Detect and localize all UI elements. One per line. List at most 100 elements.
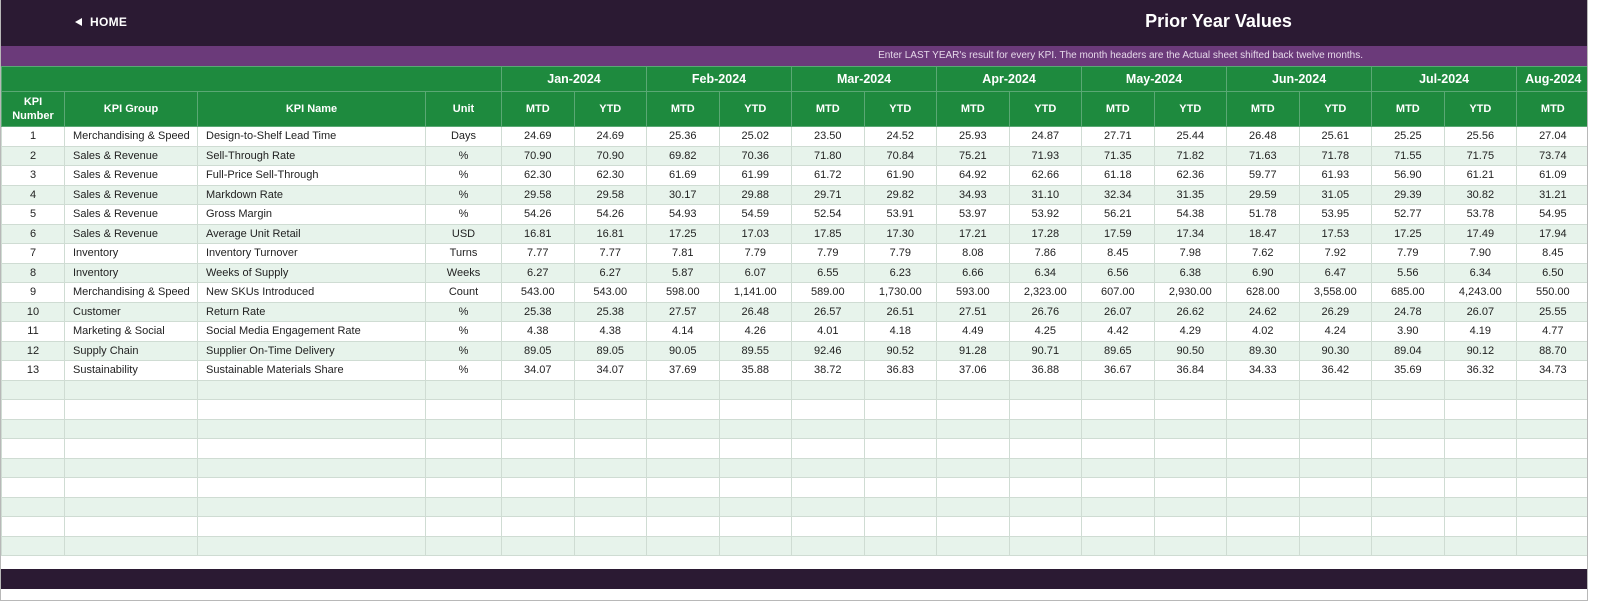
empty-cell[interactable] — [1, 457, 65, 478]
empty-cell[interactable] — [1443, 477, 1518, 498]
value-cell[interactable]: 25.55 — [1516, 301, 1587, 322]
value-cell[interactable]: 6.38 — [1153, 262, 1228, 283]
value-cell[interactable]: 7.77 — [573, 243, 648, 264]
empty-cell[interactable] — [1, 535, 65, 556]
empty-cell[interactable] — [425, 438, 502, 459]
kpi-cell[interactable]: 7 — [1, 243, 65, 264]
value-cell[interactable]: 52.54 — [791, 204, 865, 225]
value-cell[interactable]: 71.78 — [1298, 145, 1373, 166]
empty-cell[interactable] — [197, 438, 426, 459]
value-cell[interactable]: 4.38 — [501, 321, 575, 342]
value-cell[interactable]: 89.30 — [1226, 340, 1300, 361]
value-cell[interactable]: 62.30 — [501, 165, 575, 186]
value-cell[interactable]: 17.85 — [791, 223, 865, 244]
value-cell[interactable]: 36.88 — [1008, 360, 1083, 381]
value-cell[interactable]: 56.90 — [1371, 165, 1445, 186]
value-cell[interactable]: 27.51 — [936, 301, 1010, 322]
empty-cell[interactable] — [936, 399, 1010, 420]
kpi-cell[interactable]: Sales & Revenue — [64, 184, 198, 205]
value-cell[interactable]: 89.05 — [501, 340, 575, 361]
empty-cell[interactable] — [1226, 496, 1300, 517]
value-cell[interactable]: 36.42 — [1298, 360, 1373, 381]
empty-cell[interactable] — [1516, 399, 1587, 420]
empty-cell[interactable] — [1443, 438, 1518, 459]
value-cell[interactable]: 90.52 — [863, 340, 938, 361]
value-cell[interactable]: 25.38 — [501, 301, 575, 322]
value-cell[interactable]: 593.00 — [936, 282, 1010, 303]
empty-cell[interactable] — [1443, 516, 1518, 537]
value-cell[interactable]: 6.27 — [573, 262, 648, 283]
empty-cell[interactable] — [1226, 535, 1300, 556]
value-cell[interactable]: 69.82 — [646, 145, 720, 166]
kpi-cell[interactable]: 4 — [1, 184, 65, 205]
empty-cell[interactable] — [718, 418, 793, 439]
value-cell[interactable]: 54.95 — [1516, 204, 1587, 225]
kpi-cell[interactable]: Sustainability — [64, 360, 198, 381]
empty-cell[interactable] — [425, 516, 502, 537]
home-button[interactable]: HOME — [75, 15, 127, 29]
kpi-cell[interactable]: 10 — [1, 301, 65, 322]
empty-cell[interactable] — [791, 418, 865, 439]
empty-cell[interactable] — [501, 477, 575, 498]
value-cell[interactable]: 61.18 — [1081, 165, 1155, 186]
value-cell[interactable]: 30.17 — [646, 184, 720, 205]
empty-cell[interactable] — [1153, 418, 1228, 439]
empty-cell[interactable] — [501, 399, 575, 420]
value-cell[interactable]: 37.06 — [936, 360, 1010, 381]
value-cell[interactable]: 70.84 — [863, 145, 938, 166]
empty-cell[interactable] — [197, 496, 426, 517]
empty-cell[interactable] — [64, 457, 198, 478]
value-cell[interactable]: 4.42 — [1081, 321, 1155, 342]
value-cell[interactable]: 71.82 — [1153, 145, 1228, 166]
value-cell[interactable]: 56.21 — [1081, 204, 1155, 225]
empty-cell[interactable] — [1, 438, 65, 459]
empty-cell[interactable] — [1, 379, 65, 400]
value-cell[interactable]: 52.77 — [1371, 204, 1445, 225]
value-cell[interactable]: 17.59 — [1081, 223, 1155, 244]
empty-cell[interactable] — [573, 477, 648, 498]
empty-cell[interactable] — [1, 418, 65, 439]
empty-cell[interactable] — [718, 477, 793, 498]
value-cell[interactable]: 24.78 — [1371, 301, 1445, 322]
empty-cell[interactable] — [501, 535, 575, 556]
value-cell[interactable]: 26.51 — [863, 301, 938, 322]
empty-cell[interactable] — [646, 438, 720, 459]
empty-cell[interactable] — [1153, 379, 1228, 400]
value-cell[interactable]: 24.52 — [863, 126, 938, 147]
empty-cell[interactable] — [1516, 457, 1587, 478]
kpi-cell[interactable]: 8 — [1, 262, 65, 283]
value-cell[interactable]: 54.59 — [718, 204, 793, 225]
empty-cell[interactable] — [1443, 535, 1518, 556]
kpi-cell[interactable]: 2 — [1, 145, 65, 166]
value-cell[interactable]: 17.03 — [718, 223, 793, 244]
value-cell[interactable]: 6.47 — [1298, 262, 1373, 283]
kpi-cell[interactable]: 11 — [1, 321, 65, 342]
value-cell[interactable]: 23.50 — [791, 126, 865, 147]
empty-cell[interactable] — [646, 516, 720, 537]
kpi-cell[interactable]: 13 — [1, 360, 65, 381]
kpi-cell[interactable]: Weeks — [425, 262, 502, 283]
value-cell[interactable]: 7.62 — [1226, 243, 1300, 264]
empty-cell[interactable] — [1443, 379, 1518, 400]
empty-cell[interactable] — [64, 496, 198, 517]
value-cell[interactable]: 25.36 — [646, 126, 720, 147]
value-cell[interactable]: 51.78 — [1226, 204, 1300, 225]
empty-cell[interactable] — [1153, 438, 1228, 459]
value-cell[interactable]: 35.88 — [718, 360, 793, 381]
empty-cell[interactable] — [1371, 418, 1445, 439]
empty-cell[interactable] — [573, 379, 648, 400]
value-cell[interactable]: 62.30 — [573, 165, 648, 186]
value-cell[interactable]: 90.50 — [1153, 340, 1228, 361]
empty-cell[interactable] — [425, 399, 502, 420]
empty-cell[interactable] — [1153, 535, 1228, 556]
value-cell[interactable]: 70.90 — [501, 145, 575, 166]
kpi-cell[interactable]: Days — [425, 126, 502, 147]
value-cell[interactable]: 29.88 — [718, 184, 793, 205]
value-cell[interactable]: 36.32 — [1443, 360, 1518, 381]
empty-cell[interactable] — [1516, 379, 1587, 400]
value-cell[interactable]: 4.01 — [791, 321, 865, 342]
empty-cell[interactable] — [863, 535, 938, 556]
empty-cell[interactable] — [1298, 477, 1373, 498]
value-cell[interactable]: 34.33 — [1226, 360, 1300, 381]
empty-cell[interactable] — [64, 516, 198, 537]
